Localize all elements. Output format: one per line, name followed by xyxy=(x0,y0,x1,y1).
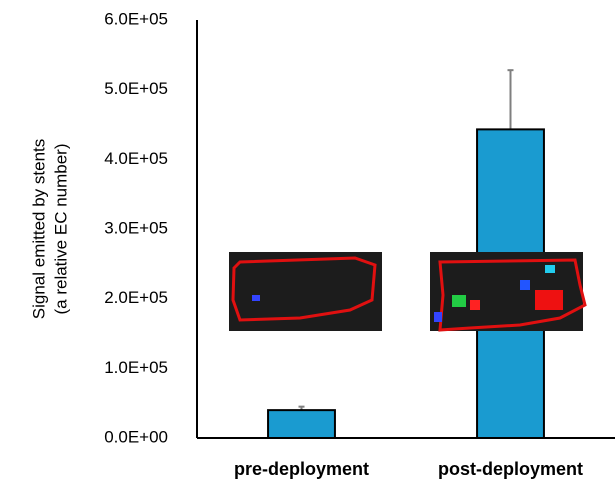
inset-spot xyxy=(434,312,442,322)
y-tick-label: 2.0E+05 xyxy=(104,288,168,307)
bar xyxy=(268,410,335,438)
y-tick-label: 4.0E+05 xyxy=(104,149,168,168)
y-tick-label: 0.0E+00 xyxy=(104,427,168,446)
insets xyxy=(229,252,585,331)
chart: 0.0E+00 1.0E+05 2.0E+05 3.0E+05 4.0E+05 5.0E+… xyxy=(0,0,615,487)
inset-spot xyxy=(545,265,555,273)
inset-spot xyxy=(252,295,260,301)
y-tick-label: 6.0E+05 xyxy=(104,9,168,28)
page: 0.0E+00 1.0E+05 2.0E+05 3.0E+05 4.0E+05 5.0E+… xyxy=(0,0,615,487)
inset-spot xyxy=(535,290,563,310)
y-tick-label: 1.0E+05 xyxy=(104,358,168,377)
y-axis-label: Signal emitted by stents xyxy=(29,139,48,319)
inset-spot xyxy=(520,280,530,290)
y-axis-label: (a relative EC number) xyxy=(51,143,70,314)
inset-spot xyxy=(452,295,466,307)
x-tick-label: post-deployment xyxy=(438,459,583,479)
plot: 0.0E+00 1.0E+05 2.0E+05 3.0E+05 4.0E+05 5.0E+… xyxy=(104,9,615,478)
x-tick-label: pre-deployment xyxy=(234,459,369,479)
y-tick-label: 3.0E+05 xyxy=(104,218,168,237)
y-tick-label: 5.0E+05 xyxy=(104,79,168,98)
inset-spot xyxy=(470,300,480,310)
